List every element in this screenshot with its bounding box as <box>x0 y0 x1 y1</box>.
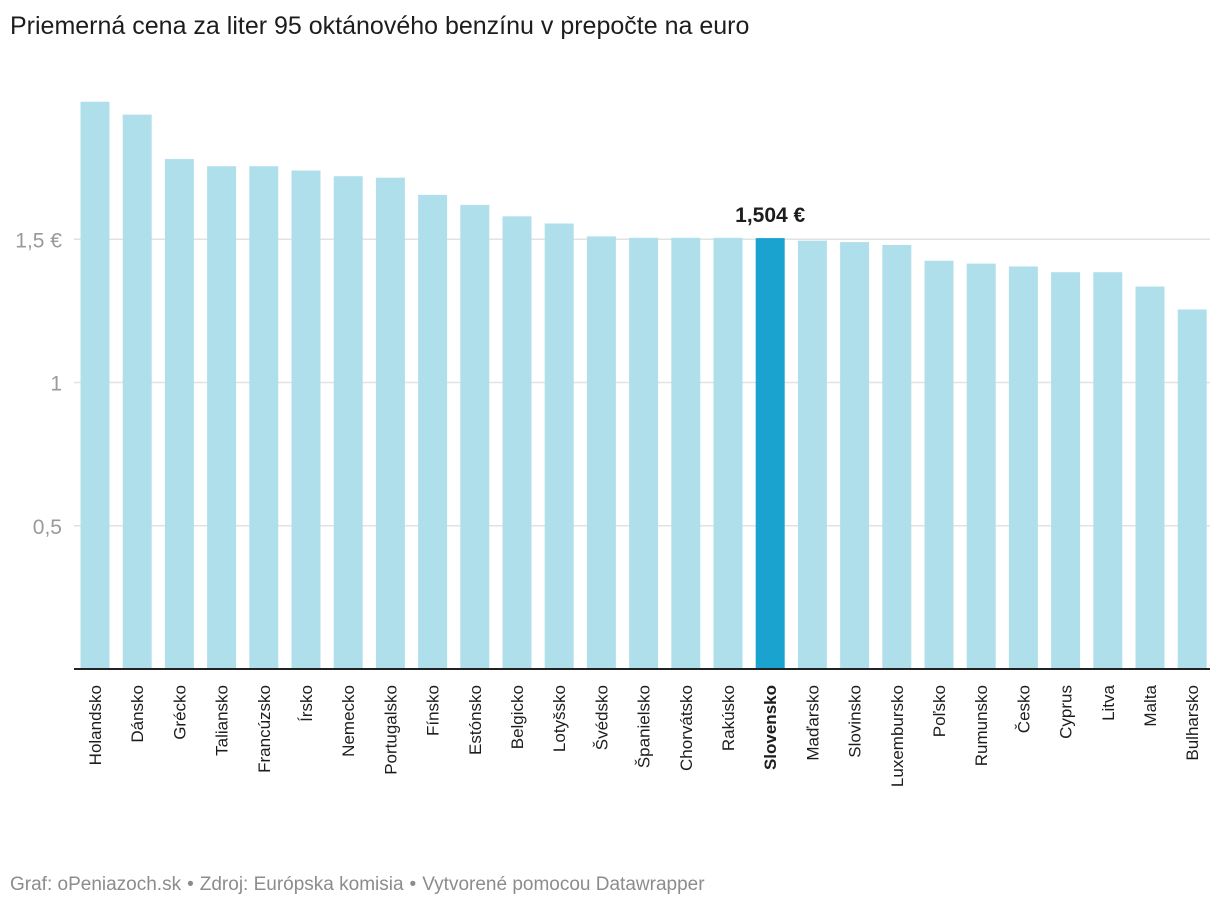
x-tick-label: Malta <box>1141 684 1160 726</box>
x-tick-label: Dánsko <box>128 685 147 743</box>
bar-litva <box>1093 272 1123 669</box>
bar-cyprus <box>1051 272 1081 669</box>
bar-malta <box>1135 286 1165 669</box>
bar-írsko <box>291 170 321 670</box>
bar-rumunsko <box>966 263 996 669</box>
x-tick-label: Litva <box>1099 684 1118 720</box>
bar-poľsko <box>924 260 954 669</box>
bars <box>80 101 1207 670</box>
x-tick-label: Írsko <box>297 685 316 722</box>
bar-bulharsko <box>1177 309 1207 669</box>
y-tick-label: 1,5 € <box>15 229 62 252</box>
bar-fínsko <box>418 194 448 669</box>
footer-made-with: Vytvorené pomocou Datawrapper <box>422 874 705 895</box>
bar-estónsko <box>460 204 490 669</box>
x-tick-label: Chorvátsko <box>677 685 696 771</box>
bar-nemecko <box>333 176 363 669</box>
bar-chorvátsko <box>671 237 701 669</box>
bar-grécko <box>164 159 194 669</box>
x-tick-label: Luxembursko <box>888 685 907 787</box>
x-tick-label: Cyprus <box>1057 685 1076 739</box>
x-tick-label: Rakúsko <box>719 685 738 751</box>
footer-data-source: Zdroj: Európska komisia <box>199 874 404 895</box>
x-tick-label: Slovensko <box>761 685 780 770</box>
x-tick-label: Portugalsko <box>381 685 400 775</box>
x-tick-label: Španielsko <box>635 685 654 768</box>
x-axis-labels: Holandsko Dánsko Grécko Taliansko Francúzsko… <box>86 684 1202 787</box>
bar-taliansko <box>207 166 237 669</box>
y-tick-label: 1 <box>50 373 62 396</box>
bar-česko <box>1008 266 1038 669</box>
x-tick-label: Lotyšsko <box>550 685 569 752</box>
y-tick-label: 0,5 <box>33 516 62 539</box>
highlight-value-label: 1,504 € <box>735 204 805 227</box>
bar-slovensko <box>755 238 785 669</box>
x-tick-label: Poľsko <box>930 685 949 737</box>
x-tick-label: Estónsko <box>466 685 485 755</box>
x-tick-label: Holandsko <box>86 685 105 765</box>
x-tick-label: Taliansko <box>213 685 232 756</box>
x-tick-label: Švédsko <box>592 685 611 750</box>
bar-francúzsko <box>249 166 279 669</box>
x-tick-label: Fínsko <box>424 685 443 736</box>
bar-rakúsko <box>713 237 743 669</box>
bar-španielsko <box>629 237 659 669</box>
bar-lotyšsko <box>544 223 574 669</box>
x-tick-label: Česko <box>1014 685 1033 733</box>
footer-separator: • <box>187 874 194 895</box>
x-tick-label: Maďarsko <box>803 685 822 761</box>
y-axis-ticks: 0,5 1 1,5 € <box>15 229 62 539</box>
bar-belgicko <box>502 216 532 669</box>
x-tick-label: Francúzsko <box>255 685 274 773</box>
x-tick-label: Grécko <box>170 685 189 740</box>
x-tick-label: Bulharsko <box>1183 685 1202 761</box>
bar-luxembursko <box>882 244 912 670</box>
x-tick-label: Rumunsko <box>972 685 991 766</box>
bar-portugalsko <box>375 177 405 669</box>
chart-footer: Graf: oPeniazoch.sk • Zdroj: Európska komi… <box>10 874 705 896</box>
bar-švédsko <box>586 236 616 669</box>
annotations: 1,504 € <box>735 204 805 227</box>
chart-title: Priemerná cena za liter 95 oktánového be… <box>10 12 750 40</box>
bar-slovinsko <box>840 242 870 670</box>
bar-dánsko <box>122 114 152 669</box>
x-tick-label: Slovinsko <box>846 685 865 758</box>
bar-maďarsko <box>797 240 827 669</box>
x-tick-label: Belgicko <box>508 685 527 749</box>
x-tick-label: Nemecko <box>339 685 358 757</box>
footer-graph-credit: Graf: oPeniazoch.sk <box>10 874 182 895</box>
bar-holandsko <box>80 101 110 670</box>
footer-separator: • <box>409 874 417 895</box>
